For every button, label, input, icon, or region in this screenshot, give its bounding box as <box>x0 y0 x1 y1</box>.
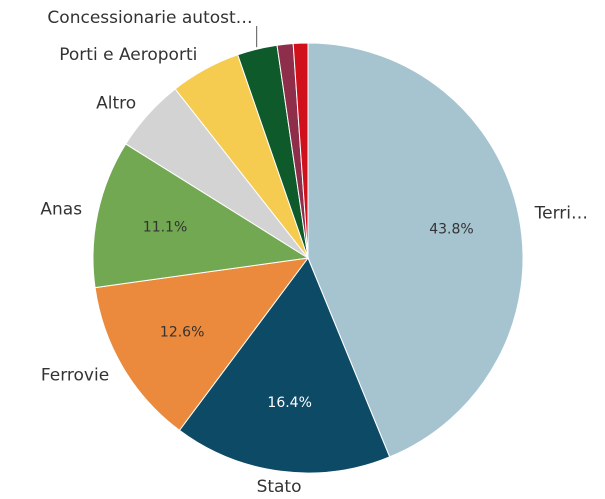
category-label: Ferrovie <box>41 366 109 386</box>
pie-slice <box>178 256 391 474</box>
value-label: 43.8% <box>429 222 473 238</box>
value-label: 16.4% <box>267 395 311 411</box>
value-label: 12.6% <box>160 324 204 340</box>
pie-slice <box>92 143 310 289</box>
category-label: Anas <box>40 200 82 220</box>
category-label: Stato <box>257 477 302 495</box>
pie-slice <box>94 257 310 432</box>
pie-slice <box>292 42 309 259</box>
category-label: Altro <box>96 94 136 114</box>
category-label: Concessionarie autost… <box>47 8 252 28</box>
pie-slice <box>307 42 524 458</box>
category-label: Porti e Aeroporti <box>59 45 197 65</box>
value-label: 11.1% <box>143 219 187 235</box>
category-label: Terri… <box>534 203 588 223</box>
